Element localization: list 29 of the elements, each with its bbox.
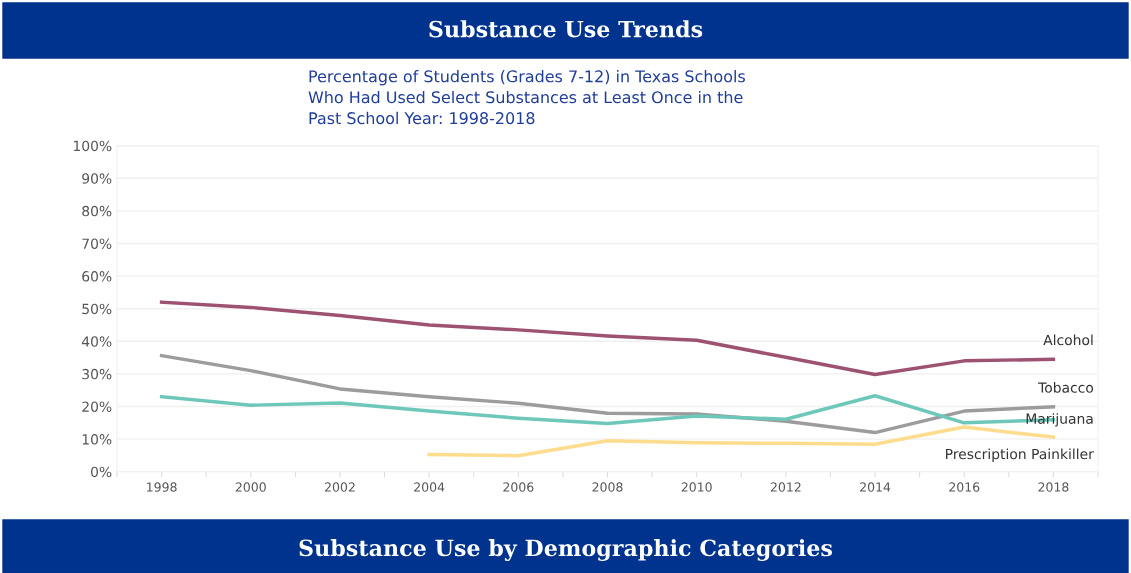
- y-tick-label: 30%: [82, 368, 112, 380]
- x-tick-label: 2014: [860, 482, 891, 492]
- x-tick-label: 2018: [1038, 482, 1069, 492]
- y-tick-label: 60%: [82, 271, 112, 282]
- x-tick-label: 2002: [324, 482, 355, 492]
- series-label: Tobacco: [1038, 382, 1094, 393]
- x-tick-label: 2004: [414, 482, 445, 492]
- x-tick-label: 2006: [503, 482, 534, 492]
- x-tick-label: 2016: [949, 482, 980, 492]
- y-tick-label: 90%: [82, 173, 112, 184]
- y-tick-label: 80%: [82, 205, 112, 217]
- text: Substance Use by Demographic Categories: [299, 539, 833, 561]
- y-tick-label: 40%: [81, 336, 112, 347]
- y-tick-label: 20%: [82, 401, 112, 412]
- series-label: Prescription Painkiller: [946, 448, 1094, 462]
- x-tick-label: 1998: [147, 482, 177, 492]
- y-tick-label: 50%: [82, 303, 112, 315]
- x-tick-label: 2000: [235, 482, 266, 492]
- series-label: Marijuana: [1026, 413, 1093, 427]
- x-tick-label: 2012: [770, 482, 801, 492]
- x-tick-label: 2008: [592, 482, 623, 492]
- chart-title: Substance Use Trends: [429, 20, 703, 38]
- y-tick-label: 10%: [82, 434, 112, 445]
- series-label: Alcohol: [1043, 334, 1093, 346]
- y-tick-label: 100%: [73, 140, 112, 152]
- y-tick-label: 0%: [91, 466, 112, 478]
- y-tick-label: 70%: [82, 238, 112, 249]
- chart-subtitle: Percentage of Students (Grades 7-12) in Texas Schools Who Had Used Select Substances at Least Once in the Past School Year: 1998-2018: [308, 70, 745, 125]
- x-tick-label: 2010: [681, 482, 712, 492]
